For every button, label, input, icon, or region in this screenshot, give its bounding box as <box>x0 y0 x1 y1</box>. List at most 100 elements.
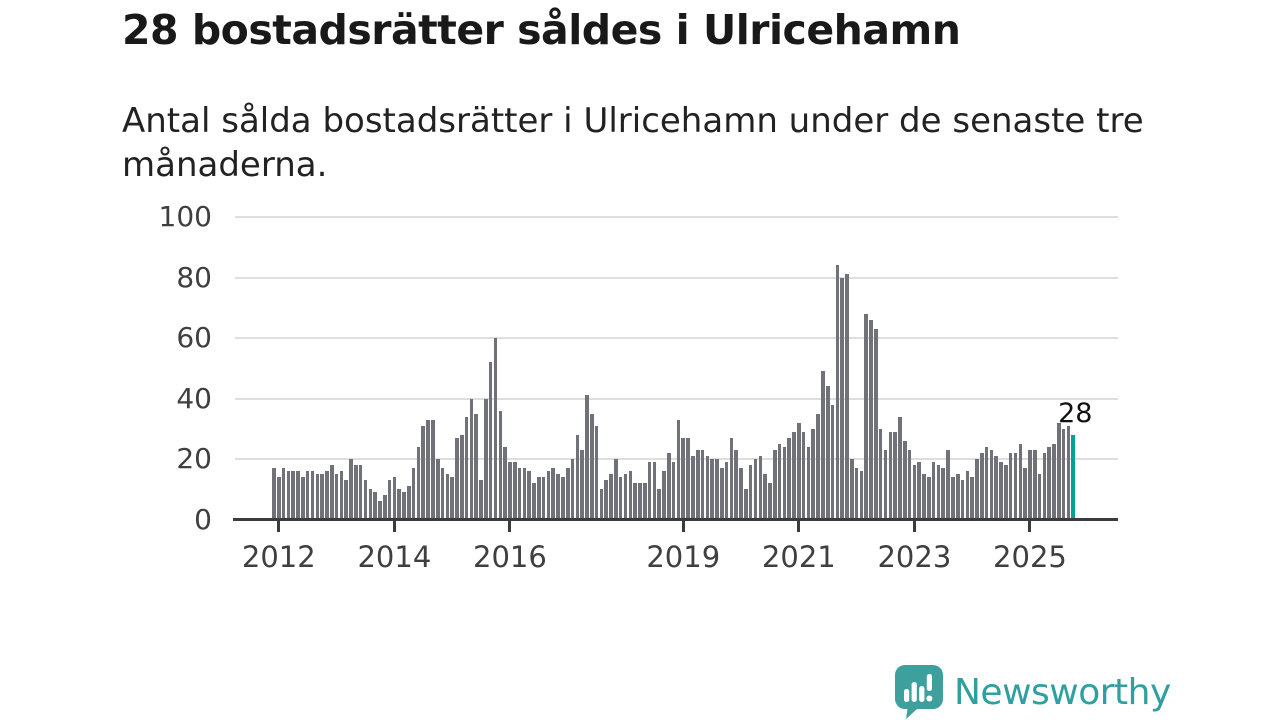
bar-month <box>382 495 387 520</box>
bar-month <box>676 419 681 520</box>
bar-month <box>965 471 970 520</box>
bar-month <box>286 471 291 520</box>
bar-month <box>532 483 536 520</box>
x-axis-tick <box>277 521 281 532</box>
bar-month <box>508 462 512 520</box>
bar-month <box>657 489 661 520</box>
newsworthy-logo: Newsworthy <box>895 665 1171 719</box>
bar-month <box>397 489 401 520</box>
bar-month <box>816 413 820 520</box>
bar-month <box>546 471 551 520</box>
bar-month <box>691 455 695 520</box>
bar-month <box>927 477 931 520</box>
bar-month <box>662 471 666 520</box>
bar-month <box>787 437 791 520</box>
x-axis-tick-label: 2025 <box>993 540 1067 574</box>
y-axis-tick-label: 80 <box>176 260 212 294</box>
bar-month <box>1028 449 1032 520</box>
bar-month <box>705 455 710 520</box>
bar-month <box>416 446 421 520</box>
bar-month <box>594 425 599 520</box>
bar-month <box>493 338 498 520</box>
bar-month <box>686 437 690 520</box>
bar-month <box>310 471 315 520</box>
bar-month <box>719 468 724 520</box>
bar-month <box>951 477 955 520</box>
bar-month <box>498 410 503 520</box>
bar-month <box>883 449 888 520</box>
bar-month <box>435 459 440 520</box>
bar-month <box>329 465 334 520</box>
bar-month <box>825 386 830 520</box>
bar-month <box>1061 428 1066 520</box>
bar-month <box>700 449 705 520</box>
gridline-100 <box>235 216 1118 218</box>
bar-month <box>484 398 488 520</box>
bar-month <box>845 274 849 520</box>
bar-month <box>768 483 772 520</box>
bar-month <box>710 459 714 520</box>
bar-month <box>763 474 767 520</box>
bar-month <box>989 449 994 520</box>
bar-month <box>753 459 758 520</box>
bar-month <box>325 471 329 520</box>
bar-month <box>407 486 411 520</box>
bar-month <box>806 446 811 520</box>
bar-month <box>946 449 950 520</box>
bar-month <box>1018 443 1023 520</box>
bar-month <box>999 462 1003 520</box>
bar-month <box>272 468 276 520</box>
bar-month <box>830 404 835 520</box>
gridline-60 <box>235 337 1118 339</box>
bar-month <box>970 477 974 520</box>
bar-month <box>1057 422 1061 520</box>
bar-month <box>960 480 965 520</box>
bar-month <box>633 483 637 520</box>
bar-month <box>512 462 517 520</box>
x-axis-tick-label: 2012 <box>241 540 316 574</box>
bar-month <box>589 413 594 520</box>
bar-month <box>782 446 787 520</box>
bar-month <box>479 480 483 520</box>
bar-month <box>305 471 310 520</box>
bar-month <box>570 459 575 520</box>
bar-month <box>739 468 743 520</box>
bar-month <box>469 398 474 520</box>
bar-month <box>835 265 840 520</box>
y-axis-tick-label: 100 <box>158 200 212 233</box>
newsworthy-chart-bubble-icon <box>895 665 943 719</box>
bar-month <box>1066 425 1071 520</box>
bar-month <box>878 428 883 520</box>
bar-month <box>551 468 556 520</box>
bar-month <box>368 489 373 520</box>
x-axis-tick-label: 2023 <box>877 540 952 574</box>
bar-month <box>349 459 353 520</box>
bar-month <box>455 437 459 520</box>
bar-month <box>281 468 286 520</box>
bar-month <box>854 468 859 520</box>
bar-month <box>541 477 546 520</box>
bar-month <box>936 465 941 520</box>
y-axis-tick-label: 0 <box>194 502 212 536</box>
x-axis-line <box>233 518 1118 521</box>
bar-month <box>628 471 633 520</box>
bar-month <box>599 489 604 520</box>
bar-month <box>1042 452 1047 520</box>
bar-month <box>580 449 584 520</box>
gridline-40 <box>235 397 1118 400</box>
bar-month <box>1047 446 1051 520</box>
x-axis-tick <box>797 521 801 532</box>
bar-month <box>667 452 671 520</box>
bar-month <box>801 431 806 520</box>
bar-month <box>358 465 363 520</box>
bar-month <box>517 468 522 520</box>
bar-month <box>575 434 580 520</box>
x-axis-tick <box>681 521 685 532</box>
bar-month <box>638 483 642 520</box>
bar-month <box>426 419 430 520</box>
bar-month <box>980 452 984 520</box>
bar-month <box>734 449 739 520</box>
bar-month <box>1004 465 1008 520</box>
